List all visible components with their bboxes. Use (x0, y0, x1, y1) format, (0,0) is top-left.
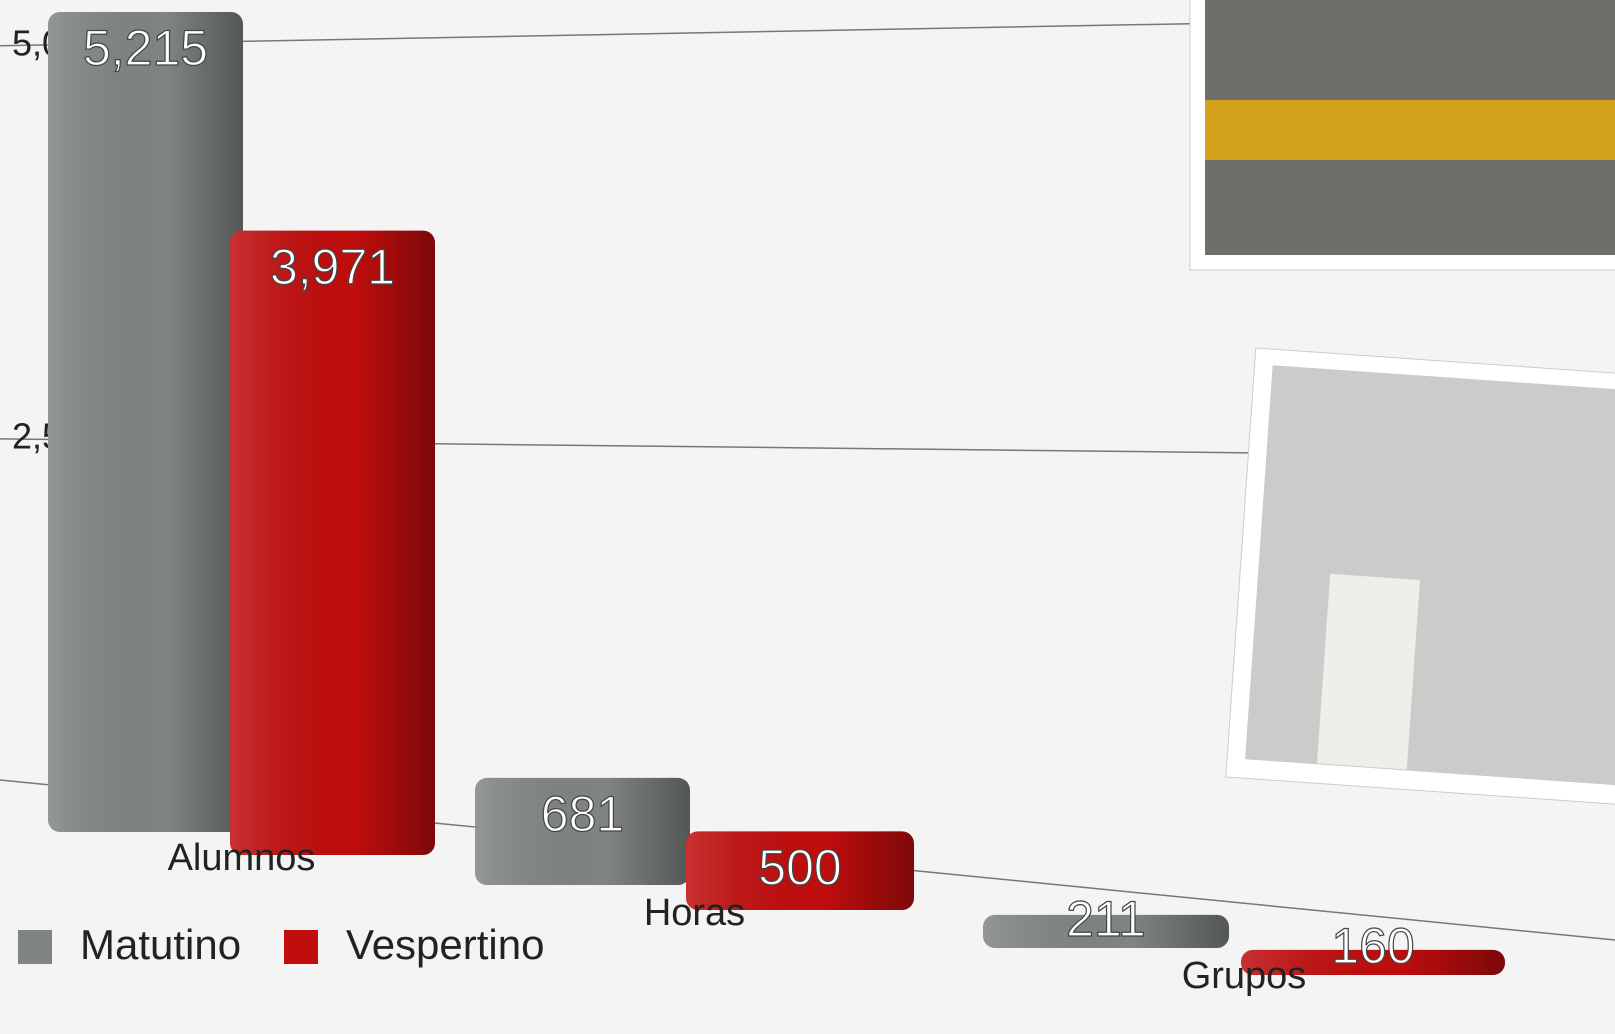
legend-label: Vespertino (346, 921, 544, 968)
value-label: 211 (1066, 891, 1146, 947)
legend-swatch (18, 930, 52, 964)
value-label: 3,971 (270, 239, 395, 295)
photo (1225, 347, 1615, 806)
bar-shade (230, 230, 435, 855)
legend-swatch (284, 930, 318, 964)
bar-shade (48, 12, 243, 832)
photo-stripe (1205, 100, 1615, 160)
value-label: 500 (758, 840, 841, 896)
value-label: 160 (1331, 918, 1414, 974)
bar-shade (1241, 949, 1505, 975)
photo-image (1245, 365, 1615, 786)
value-label: 681 (541, 786, 624, 842)
bars: 5,215 3,971 Alumnos 681 500 Horas 211 160 Grupos… (18, 12, 1505, 997)
x-tick-label: Grupos (1182, 955, 1307, 997)
bar-shade (686, 831, 914, 910)
x-tick-label: Alumnos (168, 837, 316, 879)
bar-shade (475, 777, 690, 885)
value-label: 5,215 (83, 20, 208, 76)
bar-shade (983, 914, 1229, 948)
x-tick-label: Horas (644, 892, 745, 934)
legend-label: Matutino (80, 921, 241, 968)
photo (1189, 0, 1615, 271)
photo-door (1316, 573, 1420, 770)
